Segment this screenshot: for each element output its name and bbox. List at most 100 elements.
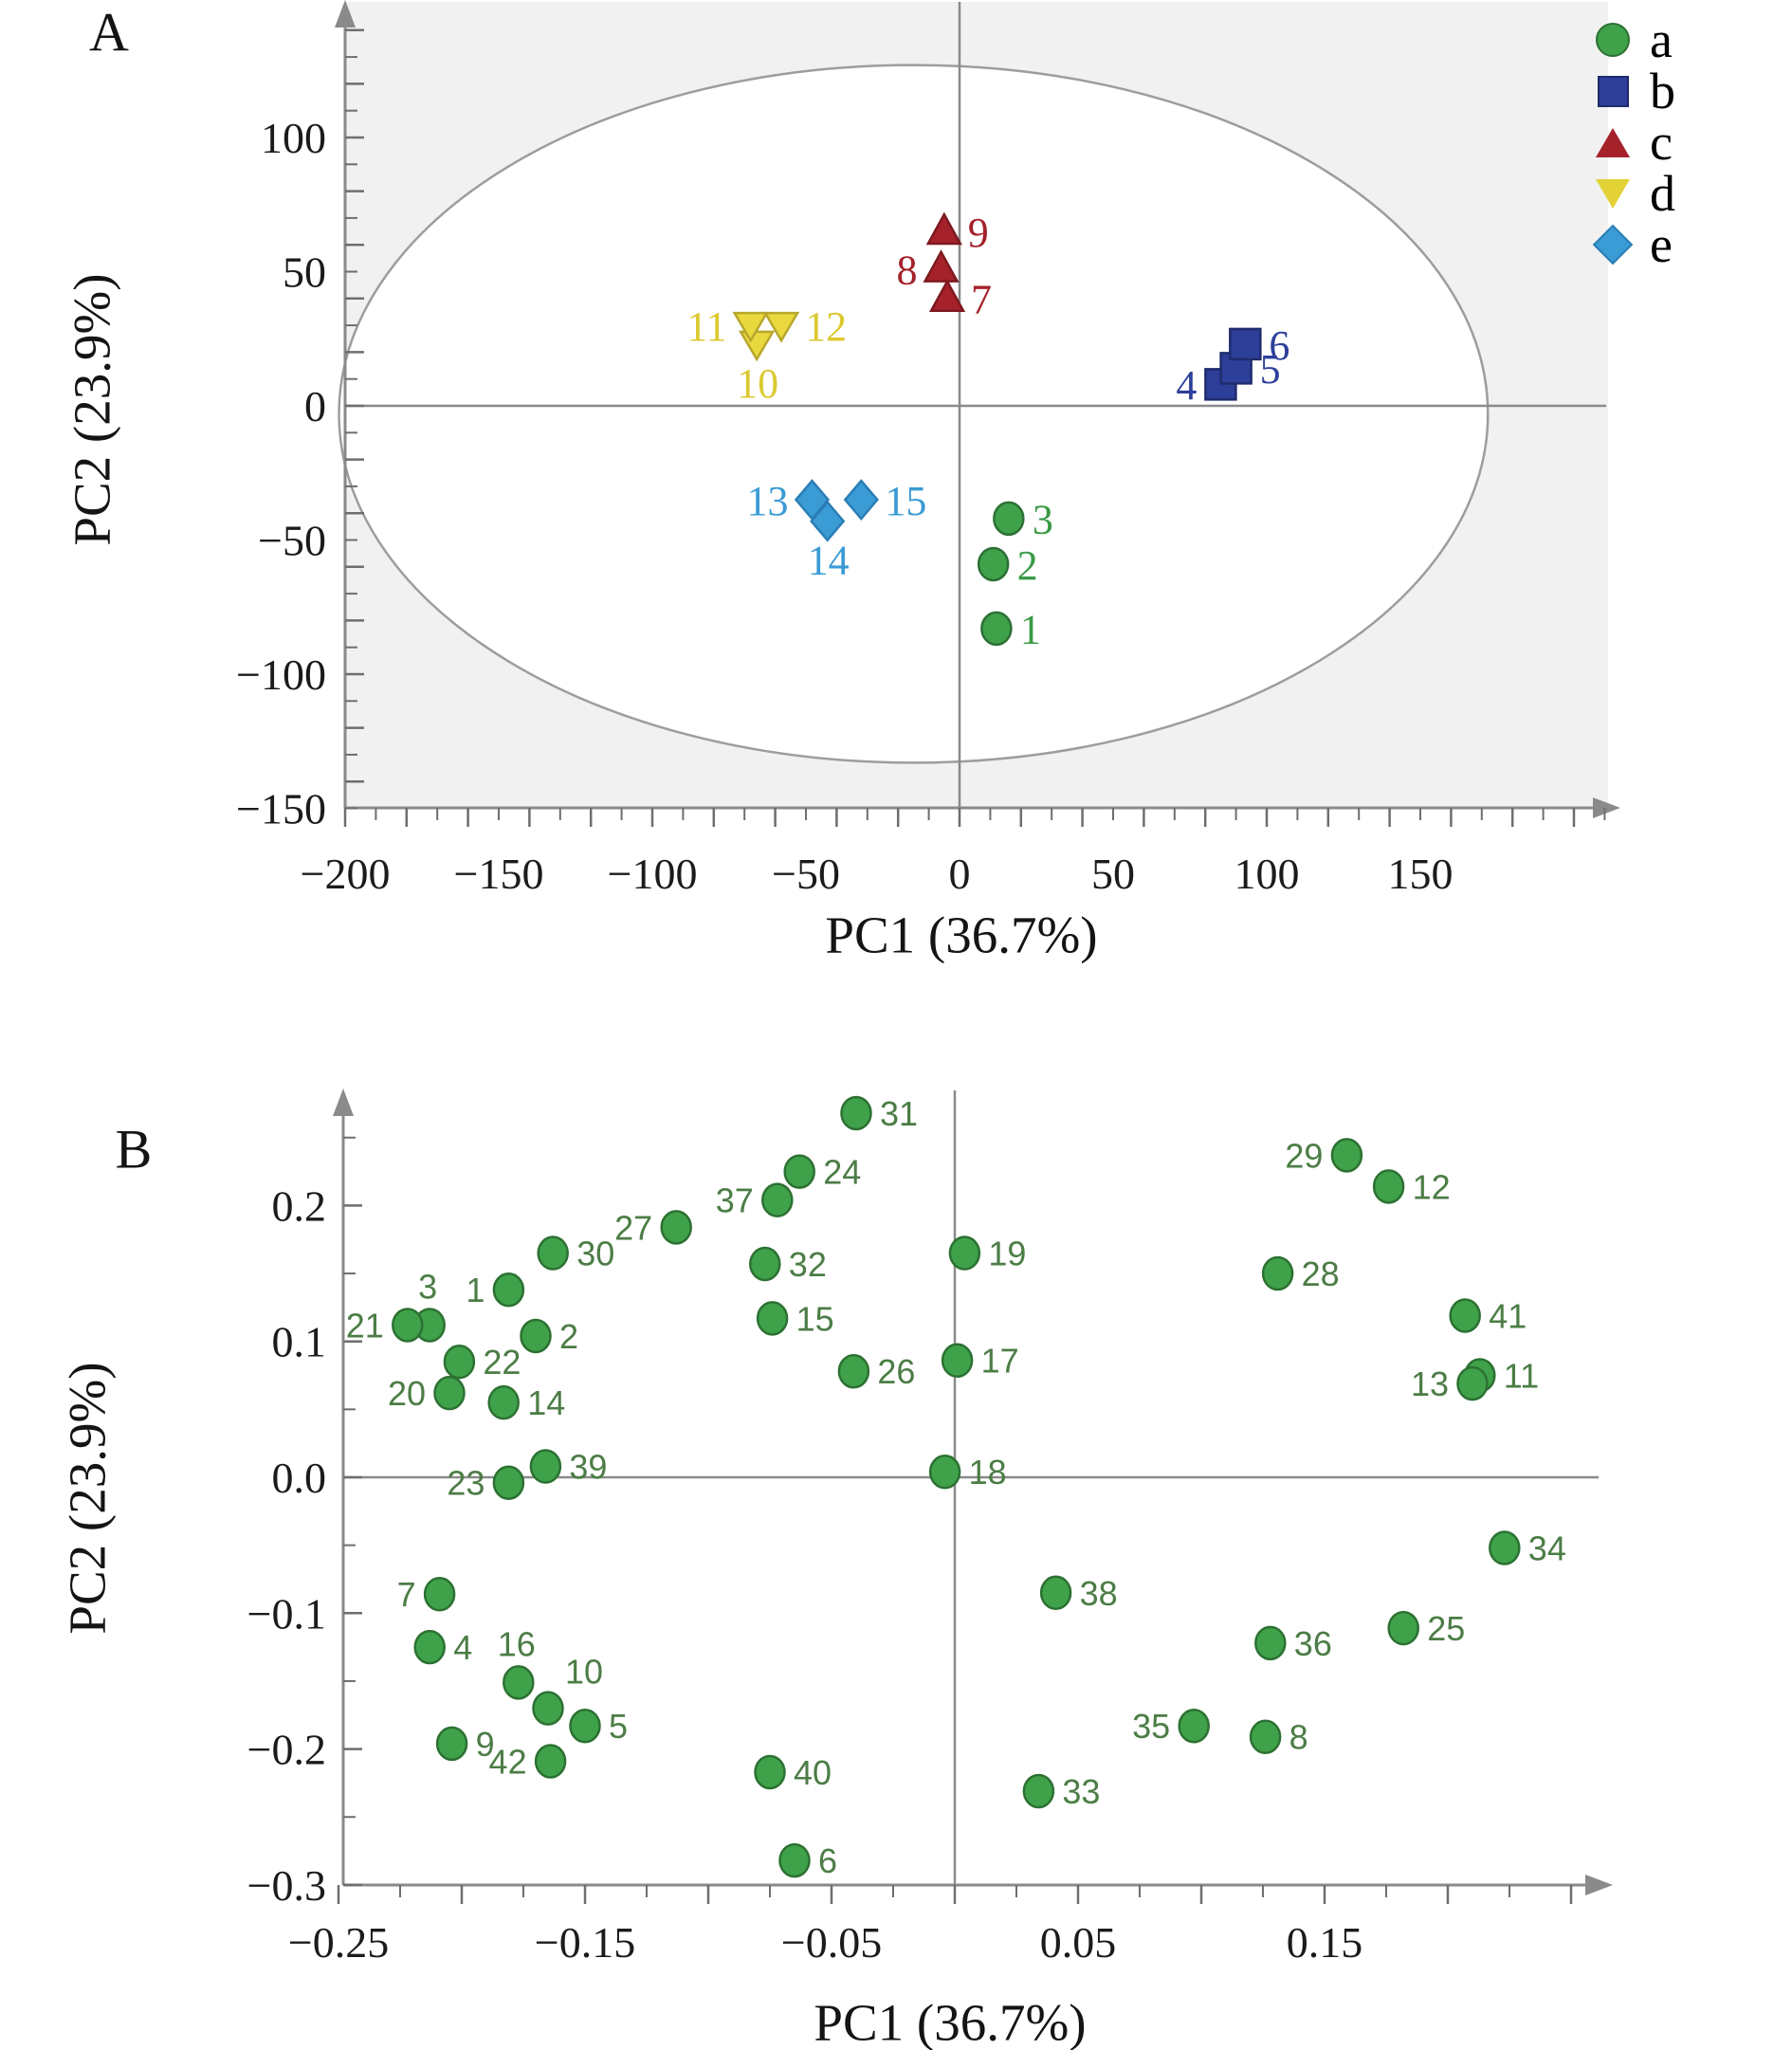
panel-b-letter: B	[115, 1118, 153, 1181]
point-label-7: 7	[971, 277, 992, 323]
point-label-4: 4	[1176, 362, 1197, 409]
point-label-28: 28	[1302, 1254, 1340, 1293]
point-a-18	[928, 1455, 961, 1490]
series-c: 7 8 9	[897, 210, 992, 323]
point-a-10	[532, 1691, 564, 1726]
point-a-1	[980, 611, 1013, 647]
point-label-10: 10	[737, 360, 778, 407]
x-axis-ticks	[343, 808, 1606, 827]
point-a-32	[749, 1246, 781, 1282]
x-tick-label: −0.05	[781, 1918, 882, 1967]
point-a-15	[756, 1301, 789, 1336]
point-label-35: 35	[1132, 1707, 1170, 1746]
point-label-13: 13	[746, 478, 788, 524]
point-label-12: 12	[1413, 1167, 1451, 1206]
point-a-37	[761, 1182, 794, 1217]
point-label-1: 1	[466, 1271, 485, 1309]
x-tick-label: 0.15	[1287, 1918, 1363, 1967]
point-label-14: 14	[527, 1383, 565, 1422]
point-e-14	[810, 500, 846, 542]
point-label-19: 19	[988, 1235, 1026, 1273]
legend: a b c d e	[1591, 14, 1675, 270]
point-a-21	[392, 1308, 424, 1343]
x-axis-ticks	[337, 1885, 1573, 1904]
panel-a-y-axis-title: PC2 (23.9%)	[63, 273, 121, 546]
point-label-18: 18	[969, 1453, 1007, 1492]
panel-a: −200 −150 −100 −50 0 50 100 150 −150 −100 −50 0 50 10…	[236, 0, 1620, 898]
x-tick-label: −0.25	[288, 1918, 389, 1967]
point-label-7: 7	[397, 1575, 416, 1614]
panel-b-y-axis-title: PC2 (23.9%)	[58, 1362, 117, 1635]
point-label-41: 41	[1489, 1296, 1527, 1335]
point-label-39: 39	[569, 1447, 607, 1486]
point-a-16	[503, 1665, 535, 1700]
x-tick-label: −100	[608, 850, 698, 898]
panel-a-letter: A	[89, 1, 129, 64]
y-tick-label: 0	[304, 382, 326, 430]
point-label-3: 3	[418, 1268, 437, 1307]
point-c-9	[925, 211, 962, 246]
x-tick-label: 0	[949, 850, 971, 898]
legend-marker-triangle-down-icon	[1591, 178, 1635, 209]
legend-marker-triangle-up-icon	[1591, 127, 1635, 157]
point-a-27	[660, 1210, 692, 1245]
point-a-9	[435, 1726, 468, 1762]
point-label-14: 14	[808, 538, 850, 584]
point-a-35	[1178, 1708, 1210, 1744]
y-tick-label: 0.1	[272, 1318, 327, 1366]
legend-label-c: c	[1650, 114, 1673, 171]
x-tick-label: −50	[772, 850, 840, 898]
point-label-2: 2	[559, 1317, 578, 1356]
point-label-12: 12	[805, 303, 847, 350]
point-a-8	[1249, 1719, 1282, 1754]
legend-label-e: e	[1650, 216, 1673, 273]
point-a-31	[840, 1095, 872, 1131]
point-label-26: 26	[877, 1352, 915, 1391]
point-a-13	[1456, 1365, 1489, 1401]
panel-b-x-axis-title: PC1 (36.7%)	[814, 1993, 1087, 2050]
point-label-9: 9	[476, 1725, 495, 1764]
point-a-36	[1254, 1625, 1287, 1661]
panel-a-x-axis-title: PC1 (36.7%)	[825, 906, 1098, 964]
x-tick-label: −150	[454, 850, 544, 898]
x-tick-label: −200	[301, 850, 391, 898]
point-a-42	[534, 1744, 567, 1779]
point-label-32: 32	[789, 1245, 827, 1284]
point-a-17	[941, 1343, 974, 1379]
point-label-29: 29	[1285, 1136, 1323, 1175]
point-label-25: 25	[1427, 1609, 1465, 1648]
point-label-30: 30	[576, 1235, 614, 1273]
y-tick-label: −100	[236, 650, 326, 699]
x-tick-label: 150	[1388, 850, 1454, 898]
point-a-23	[492, 1465, 525, 1500]
point-b-6	[1229, 327, 1262, 361]
point-a-33	[1022, 1773, 1055, 1809]
point-a-30	[537, 1235, 569, 1271]
y-tick-label: 100	[261, 114, 326, 162]
point-a-3	[993, 501, 1025, 537]
legend-label-d: d	[1650, 165, 1675, 222]
point-a-25	[1387, 1610, 1419, 1646]
point-c-7	[928, 279, 966, 313]
point-a-22	[443, 1344, 476, 1380]
point-label-20: 20	[388, 1374, 426, 1413]
point-label-42: 42	[489, 1742, 527, 1781]
point-a-14	[487, 1384, 520, 1420]
point-a-20	[433, 1375, 466, 1411]
point-d-12	[762, 311, 800, 343]
point-label-40: 40	[794, 1753, 832, 1792]
x-tick-label: 0.05	[1040, 1918, 1117, 1967]
x-tick-label: −0.15	[535, 1918, 635, 1967]
legend-item-d: d	[1591, 168, 1675, 219]
point-label-22: 22	[483, 1343, 521, 1382]
legend-marker-diamond-icon	[1591, 224, 1635, 265]
point-label-9: 9	[968, 210, 989, 256]
y-axis-arrow-icon	[333, 1089, 354, 1116]
point-label-37: 37	[716, 1181, 754, 1220]
x-axis-arrow-icon	[1593, 797, 1620, 818]
y-tick-label: 50	[283, 248, 326, 297]
point-label-1: 1	[1020, 607, 1041, 653]
y-tick-label: −50	[258, 517, 326, 565]
